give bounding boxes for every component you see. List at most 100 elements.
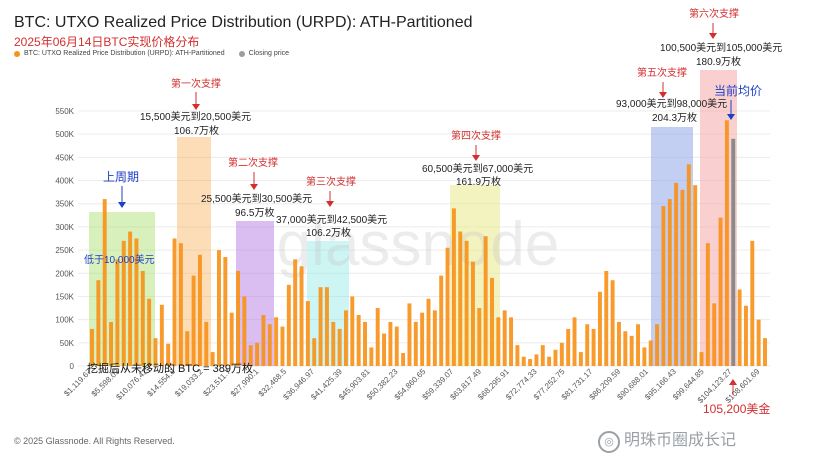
urpd-bar[interactable]: [591, 328, 596, 366]
urpd-bar[interactable]: [464, 240, 469, 366]
urpd-bar[interactable]: [483, 236, 488, 366]
urpd-bar[interactable]: [350, 296, 355, 366]
urpd-bar[interactable]: [388, 321, 393, 366]
urpd-bar[interactable]: [737, 289, 742, 367]
legend-item-urpd[interactable]: BTC: UTXO Realized Price Distribution (U…: [14, 50, 225, 57]
urpd-bar[interactable]: [724, 120, 729, 367]
urpd-bar[interactable]: [553, 349, 558, 366]
urpd-bar[interactable]: [445, 247, 450, 366]
urpd-bar[interactable]: [274, 317, 279, 366]
urpd-bar[interactable]: [534, 354, 539, 366]
urpd-bar[interactable]: [540, 345, 545, 366]
urpd-bar[interactable]: [343, 310, 348, 366]
urpd-bar[interactable]: [743, 305, 748, 366]
urpd-bar[interactable]: [191, 275, 196, 366]
urpd-bar[interactable]: [394, 326, 399, 366]
urpd-bar[interactable]: [496, 317, 501, 366]
urpd-bar[interactable]: [172, 238, 177, 367]
urpd-bar[interactable]: [255, 342, 260, 366]
urpd-bar[interactable]: [331, 321, 336, 366]
urpd-bar[interactable]: [470, 261, 475, 366]
urpd-bar[interactable]: [680, 189, 685, 366]
urpd-bar[interactable]: [178, 243, 183, 366]
urpd-bar[interactable]: [401, 353, 406, 366]
urpd-bar[interactable]: [382, 333, 387, 366]
urpd-bar[interactable]: [204, 321, 209, 366]
urpd-bar[interactable]: [426, 298, 431, 366]
urpd-bar[interactable]: [324, 287, 329, 366]
urpd-bar[interactable]: [712, 303, 717, 366]
urpd-bar[interactable]: [140, 270, 145, 366]
urpd-bar[interactable]: [585, 324, 590, 366]
urpd-bar[interactable]: [756, 319, 761, 366]
urpd-bar[interactable]: [566, 328, 571, 366]
urpd-bar[interactable]: [718, 217, 723, 366]
urpd-bar[interactable]: [705, 243, 710, 366]
urpd-bar[interactable]: [318, 287, 323, 366]
urpd-bar[interactable]: [261, 315, 266, 366]
urpd-bar[interactable]: [642, 347, 647, 366]
urpd-bar[interactable]: [102, 199, 107, 366]
urpd-bar[interactable]: [109, 321, 114, 366]
urpd-bar[interactable]: [121, 240, 126, 366]
urpd-bar[interactable]: [115, 259, 120, 366]
urpd-bar[interactable]: [667, 199, 672, 366]
urpd-bar[interactable]: [547, 356, 552, 366]
urpd-bar[interactable]: [293, 259, 298, 366]
urpd-bar[interactable]: [763, 338, 767, 366]
urpd-bar[interactable]: [185, 331, 190, 366]
urpd-bar[interactable]: [578, 352, 583, 366]
closing-price-bar[interactable]: [731, 138, 736, 366]
urpd-bar[interactable]: [617, 321, 621, 366]
urpd-bar[interactable]: [147, 298, 152, 366]
urpd-bar[interactable]: [528, 359, 533, 366]
urpd-bar[interactable]: [674, 182, 679, 366]
urpd-bar[interactable]: [458, 231, 463, 366]
urpd-bar[interactable]: [686, 164, 691, 366]
urpd-bar[interactable]: [572, 317, 577, 366]
urpd-bar[interactable]: [655, 324, 660, 366]
urpd-bar[interactable]: [248, 345, 253, 366]
urpd-bar[interactable]: [286, 284, 291, 366]
urpd-bar[interactable]: [420, 312, 425, 366]
urpd-bar[interactable]: [509, 317, 514, 366]
urpd-bar[interactable]: [629, 335, 634, 366]
urpd-bar[interactable]: [693, 185, 698, 366]
urpd-bar[interactable]: [477, 308, 482, 366]
urpd-bar[interactable]: [356, 315, 361, 366]
urpd-bar[interactable]: [439, 275, 444, 366]
legend-item-closing[interactable]: Closing price: [238, 50, 289, 57]
urpd-bar[interactable]: [597, 291, 602, 366]
urpd-bar[interactable]: [490, 277, 494, 366]
urpd-bar[interactable]: [128, 231, 133, 366]
urpd-bar[interactable]: [407, 303, 412, 366]
urpd-bar[interactable]: [369, 347, 374, 366]
urpd-bar[interactable]: [750, 240, 755, 366]
urpd-bar[interactable]: [515, 345, 520, 366]
urpd-bar[interactable]: [502, 310, 507, 366]
urpd-bar[interactable]: [661, 206, 666, 366]
urpd-bar[interactable]: [90, 328, 94, 366]
urpd-bar[interactable]: [305, 301, 310, 366]
urpd-bar[interactable]: [363, 321, 367, 366]
urpd-bar[interactable]: [337, 328, 342, 366]
urpd-bar[interactable]: [153, 338, 158, 366]
urpd-bar[interactable]: [229, 312, 234, 366]
urpd-bar[interactable]: [159, 304, 164, 366]
urpd-bar[interactable]: [623, 331, 628, 366]
urpd-bar[interactable]: [312, 338, 317, 366]
urpd-bar[interactable]: [521, 356, 526, 366]
urpd-bar[interactable]: [134, 238, 139, 367]
urpd-bar[interactable]: [699, 352, 704, 366]
urpd-bar[interactable]: [432, 310, 437, 366]
urpd-bar[interactable]: [267, 324, 272, 366]
urpd-bar[interactable]: [610, 280, 615, 366]
urpd-bar[interactable]: [280, 326, 285, 366]
urpd-bar[interactable]: [210, 352, 215, 366]
urpd-bar[interactable]: [217, 250, 221, 366]
urpd-bar[interactable]: [96, 280, 101, 366]
urpd-bar[interactable]: [604, 270, 609, 366]
urpd-bar[interactable]: [236, 270, 240, 366]
urpd-bar[interactable]: [197, 254, 202, 366]
urpd-bar[interactable]: [223, 257, 228, 366]
